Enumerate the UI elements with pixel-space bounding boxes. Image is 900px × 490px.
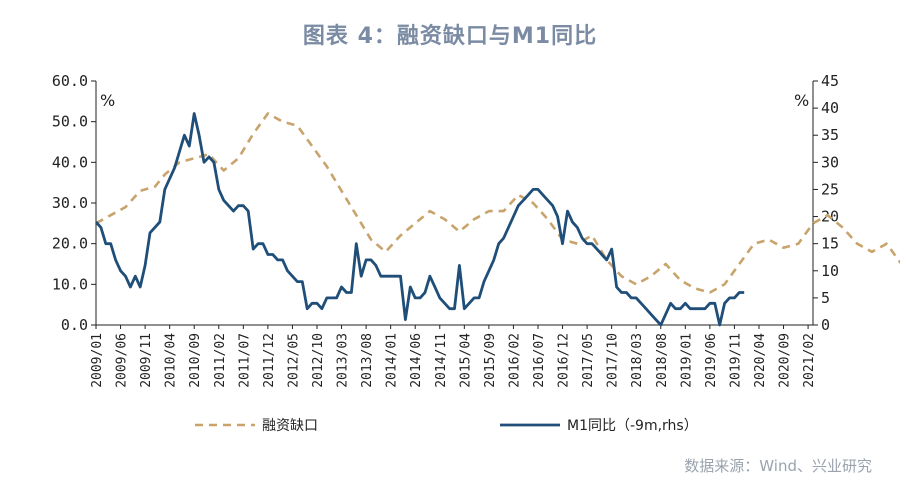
x-tick-label: 2016/02 xyxy=(507,333,522,388)
x-tick-label: 2015/04 xyxy=(458,333,473,388)
x-tick-label: 2012/05 xyxy=(286,333,301,388)
x-tick-label: 2014/01 xyxy=(385,333,400,388)
x-tick-label: 2019/11 xyxy=(728,333,743,388)
right-tick-label: 30 xyxy=(821,153,839,171)
x-tick-label: 2013/08 xyxy=(360,333,375,388)
legend-label-m1: M1同比（-9m,rhs） xyxy=(567,418,698,434)
left-tick-label: 0.0 xyxy=(61,316,88,334)
x-tick-label: 2013/03 xyxy=(336,333,351,388)
x-tick-label: 2017/05 xyxy=(581,333,596,388)
x-tick-label: 2015/09 xyxy=(483,333,498,388)
left-tick-label: 60.0 xyxy=(52,72,88,90)
x-tick-label: 2009/06 xyxy=(115,333,130,388)
left-tick-label: 20.0 xyxy=(52,235,88,253)
x-tick-label: 2019/06 xyxy=(704,333,719,388)
x-tick-label: 2019/01 xyxy=(679,333,694,388)
data-source: 数据来源：Wind、兴业研究 xyxy=(684,457,872,475)
x-tick-label: 2011/07 xyxy=(237,333,252,388)
right-tick-label: 5 xyxy=(821,289,830,307)
chart-title: 图表 4：融资缺口与M1同比 xyxy=(302,24,598,49)
right-tick-label: 25 xyxy=(821,180,839,198)
right-tick-label: 15 xyxy=(821,235,839,253)
x-tick-label: 2010/09 xyxy=(188,333,203,388)
x-tick-label: 2009/11 xyxy=(139,333,154,388)
x-tick-label: 2011/02 xyxy=(213,333,228,388)
x-tick-label: 2011/12 xyxy=(262,333,277,388)
legend-label-financing-gap: 融资缺口 xyxy=(262,418,318,434)
right-tick-label: 45 xyxy=(821,72,839,90)
left-tick-label: 30.0 xyxy=(52,194,88,212)
x-tick-label: 2009/01 xyxy=(90,333,105,388)
right-tick-label: 0 xyxy=(821,316,830,334)
left-tick-label: 40.0 xyxy=(52,153,88,171)
right-unit-label: % xyxy=(794,91,809,110)
financing-gap-line xyxy=(95,112,900,294)
right-tick-label: 35 xyxy=(821,126,839,144)
x-tick-label: 2020/04 xyxy=(753,333,768,388)
right-tick-label: 10 xyxy=(821,262,839,280)
x-tick-label: 2018/08 xyxy=(655,333,670,388)
x-tick-label: 2014/11 xyxy=(434,333,449,388)
left-unit-label: % xyxy=(100,91,115,110)
x-tick-label: 2016/07 xyxy=(532,333,547,388)
right-tick-label: 40 xyxy=(821,99,839,117)
x-tick-label: 2018/03 xyxy=(630,333,645,388)
left-tick-label: 50.0 xyxy=(52,113,88,131)
x-tick-label: 2017/10 xyxy=(606,333,621,388)
m1-yoy-line xyxy=(94,112,745,327)
x-tick-label: 2010/04 xyxy=(164,333,179,388)
x-tick-label: 2014/06 xyxy=(409,333,424,388)
x-tick-label: 2016/12 xyxy=(557,333,572,388)
x-tick-label: 2021/02 xyxy=(802,333,817,388)
x-tick-label: 2012/10 xyxy=(311,333,326,388)
left-tick-label: 10.0 xyxy=(52,275,88,293)
x-tick-label: 2020/09 xyxy=(778,333,793,388)
